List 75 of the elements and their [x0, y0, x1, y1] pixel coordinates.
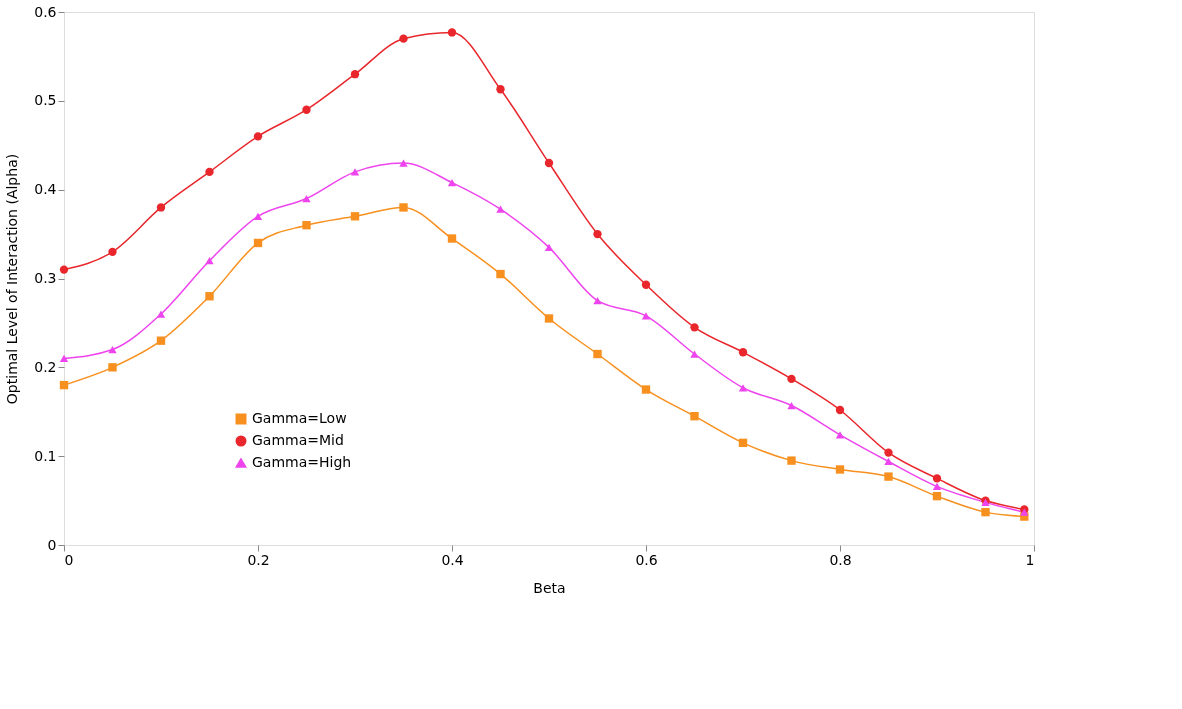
y-axis-title: Optimal Level of Interaction (Alpha) [4, 153, 21, 405]
point [690, 323, 699, 332]
point [496, 269, 505, 279]
x-tick-label: 0 [64, 551, 74, 568]
point [302, 194, 311, 203]
point [156, 203, 166, 212]
point [350, 212, 360, 221]
point [544, 158, 554, 168]
point [738, 384, 748, 392]
point [302, 221, 311, 230]
point [641, 312, 651, 320]
point [253, 238, 263, 248]
point [544, 314, 554, 323]
point [59, 265, 69, 274]
y-tick-label: 0.4 [34, 181, 57, 198]
point [447, 234, 457, 243]
x-tick-label: 1 [1025, 551, 1035, 568]
point [205, 167, 214, 177]
y-tick-label: 0.3 [34, 270, 57, 286]
point [205, 292, 214, 301]
point [593, 349, 602, 359]
point [253, 212, 263, 220]
point [399, 34, 408, 43]
point [59, 380, 69, 390]
point [787, 401, 796, 410]
point [835, 405, 845, 415]
point [641, 280, 651, 289]
point [544, 243, 554, 252]
point [59, 354, 69, 363]
legend-label: Gamma=Mid [252, 432, 344, 448]
point [690, 350, 699, 358]
y-tick-label: 0.1 [34, 447, 57, 464]
point [496, 85, 505, 94]
point [932, 474, 942, 483]
point [156, 310, 166, 318]
x-axis-title: Beta [533, 579, 566, 596]
x-tick-label: 0.2 [247, 551, 270, 568]
point [399, 203, 408, 212]
point [447, 178, 457, 187]
point [156, 336, 166, 345]
y-tick-label: 0 [47, 536, 57, 553]
x-tick-label: 0.6 [635, 551, 658, 568]
legend-label: Gamma=Low [252, 410, 347, 426]
point [641, 385, 651, 394]
y-tick-label: 0.6 [34, 3, 57, 20]
point [787, 456, 796, 465]
y-tick-label: 0.2 [34, 358, 57, 375]
x-tick-label: 0.8 [829, 551, 852, 568]
point [447, 28, 457, 37]
point [884, 448, 893, 457]
point [253, 132, 263, 141]
legend-label: Gamma=High [252, 454, 352, 470]
point [593, 297, 602, 305]
point [350, 70, 360, 79]
point [690, 412, 699, 421]
point [350, 168, 360, 176]
point [981, 507, 990, 517]
point [787, 374, 796, 384]
point [108, 247, 117, 257]
point [932, 482, 942, 490]
point [108, 363, 117, 372]
point [496, 205, 505, 213]
point [738, 438, 748, 448]
point [399, 159, 408, 167]
point [884, 472, 893, 481]
point [738, 348, 748, 357]
point [593, 229, 602, 239]
point [205, 257, 214, 265]
point [932, 491, 942, 501]
point [108, 345, 117, 354]
point [302, 105, 311, 114]
point [835, 465, 845, 474]
x-tick-label: 0.4 [441, 551, 464, 568]
y-tick-label: 0.5 [34, 92, 57, 109]
point [884, 457, 893, 466]
